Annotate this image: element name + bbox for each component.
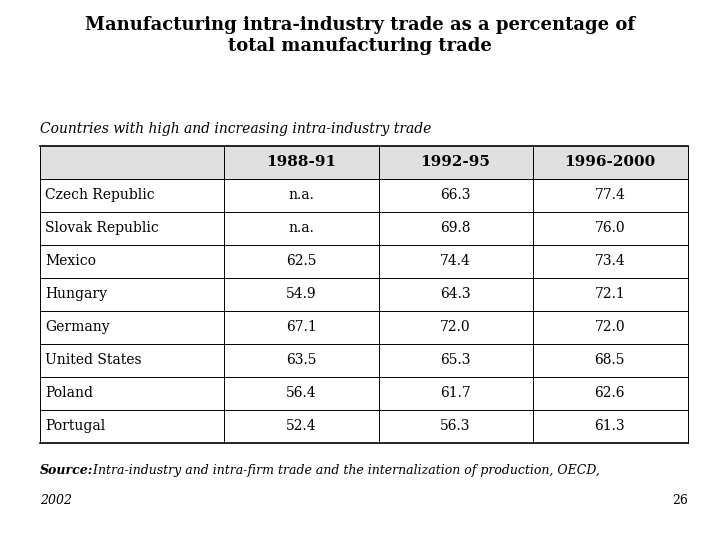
Text: Mexico: Mexico <box>45 254 96 268</box>
Text: Countries with high and increasing intra-industry trade: Countries with high and increasing intra… <box>40 122 431 136</box>
Text: United States: United States <box>45 353 142 367</box>
Text: 56.4: 56.4 <box>286 386 317 400</box>
Text: 73.4: 73.4 <box>595 254 625 268</box>
Bar <box>40 212 688 245</box>
Text: 77.4: 77.4 <box>595 188 625 202</box>
Bar <box>40 311 688 344</box>
Text: 61.3: 61.3 <box>595 419 625 433</box>
Text: 76.0: 76.0 <box>595 221 625 235</box>
Text: 65.3: 65.3 <box>441 353 471 367</box>
Text: Germany: Germany <box>45 320 110 334</box>
Text: 54.9: 54.9 <box>286 287 317 301</box>
Text: 72.1: 72.1 <box>595 287 625 301</box>
Text: Manufacturing intra-industry trade as a percentage of
total manufacturing trade: Manufacturing intra-industry trade as a … <box>85 16 635 55</box>
Text: 66.3: 66.3 <box>441 188 471 202</box>
Text: 72.0: 72.0 <box>595 320 625 334</box>
Text: 64.3: 64.3 <box>441 287 471 301</box>
Text: n.a.: n.a. <box>289 188 315 202</box>
Text: 61.7: 61.7 <box>440 386 471 400</box>
Text: 56.3: 56.3 <box>441 419 471 433</box>
Text: 1992-95: 1992-95 <box>420 156 490 170</box>
Text: 26: 26 <box>672 494 688 507</box>
Text: 52.4: 52.4 <box>286 419 317 433</box>
Text: Slovak Republic: Slovak Republic <box>45 221 159 235</box>
Text: 62.6: 62.6 <box>595 386 625 400</box>
Bar <box>40 410 688 443</box>
Text: 1988-91: 1988-91 <box>266 156 336 170</box>
Text: 63.5: 63.5 <box>286 353 317 367</box>
Bar <box>40 179 688 212</box>
Text: Poland: Poland <box>45 386 94 400</box>
Bar <box>40 245 688 278</box>
Text: Czech Republic: Czech Republic <box>45 188 155 202</box>
Text: 68.5: 68.5 <box>595 353 625 367</box>
Text: 69.8: 69.8 <box>441 221 471 235</box>
Text: 1996-2000: 1996-2000 <box>564 156 655 170</box>
Text: n.a.: n.a. <box>289 221 315 235</box>
Text: 74.4: 74.4 <box>440 254 471 268</box>
Bar <box>40 146 688 179</box>
Text: 62.5: 62.5 <box>286 254 317 268</box>
Text: Hungary: Hungary <box>45 287 107 301</box>
Text: 2002: 2002 <box>40 494 71 507</box>
Text: Source:: Source: <box>40 464 93 477</box>
Text: 67.1: 67.1 <box>286 320 317 334</box>
Text: Intra-industry and intra-firm trade and the internalization of production, OECD,: Intra-industry and intra-firm trade and … <box>89 464 600 477</box>
Bar <box>40 344 688 377</box>
Bar <box>40 377 688 410</box>
Text: Portugal: Portugal <box>45 419 106 433</box>
Text: 72.0: 72.0 <box>441 320 471 334</box>
Bar <box>40 278 688 311</box>
